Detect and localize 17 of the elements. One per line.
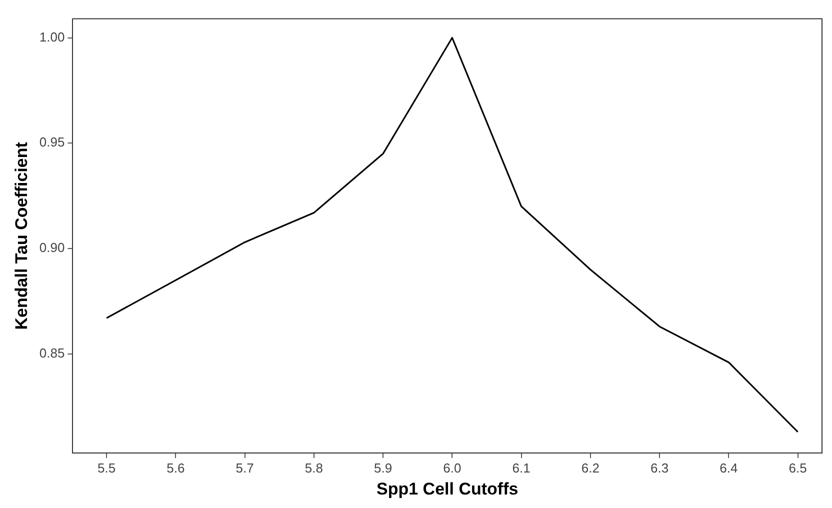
y-tick-label: 1.00 [39, 29, 65, 44]
x-tick-label: 5.8 [304, 460, 323, 476]
x-tick-label: 6.0 [443, 460, 462, 476]
x-tick-label: 5.5 [98, 460, 116, 476]
x-tick-label: 6.4 [720, 460, 738, 476]
x-tick-label: 6.2 [581, 460, 600, 476]
y-axis-title: Kendall Tau Coefficient [12, 142, 31, 330]
y-tick-label: 0.95 [39, 134, 65, 150]
x-axis-title: Spp1 Cell Cutoffs [376, 479, 518, 498]
x-tick-label: 5.6 [166, 460, 185, 476]
x-tick-label: 5.7 [236, 460, 254, 476]
y-tick-label: 0.90 [39, 240, 65, 256]
x-tick-label: 6.5 [788, 460, 807, 476]
x-tick-label: 6.3 [650, 460, 669, 476]
y-tick-label: 0.85 [39, 346, 65, 361]
x-tick-label: 6.1 [512, 460, 530, 476]
x-tick-label: 5.9 [374, 460, 392, 476]
